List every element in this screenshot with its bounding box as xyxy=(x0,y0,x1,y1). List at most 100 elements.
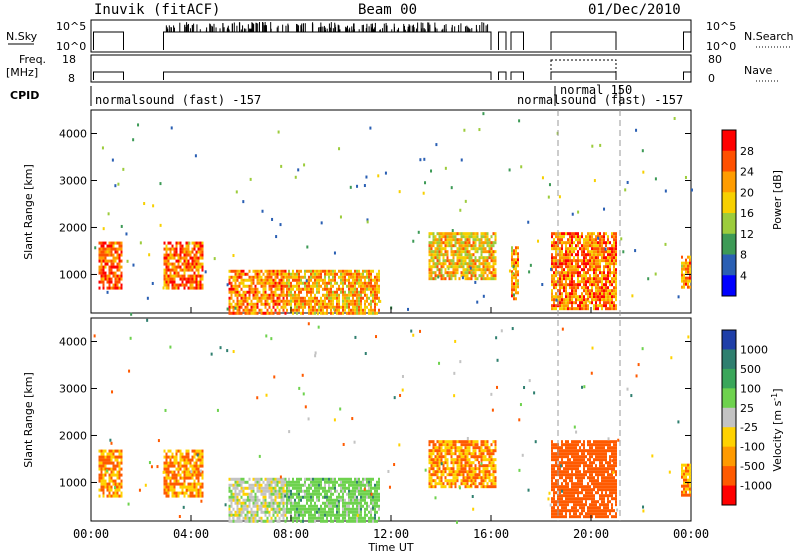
heatmap-cell xyxy=(350,269,352,273)
heatmap-cell xyxy=(474,235,477,239)
heatmap-cell xyxy=(362,311,364,315)
heatmap-cell xyxy=(234,306,237,310)
heatmap-cell xyxy=(565,449,567,453)
heatmap-cell xyxy=(442,443,445,447)
heatmap-cell xyxy=(244,299,247,303)
heatmap-cell xyxy=(428,476,431,480)
heatmap-cell xyxy=(575,461,577,465)
heatmap-cell xyxy=(254,284,257,288)
heatmap-cell xyxy=(569,271,571,275)
heatmap-cell xyxy=(597,304,599,308)
heatmap-cell xyxy=(197,455,200,459)
heatmap-cell xyxy=(553,274,555,278)
heatmap-cell xyxy=(330,519,332,523)
heatmap-cell xyxy=(587,299,590,303)
heatmap-cell xyxy=(456,232,459,236)
heatmap-cell xyxy=(282,287,285,291)
heatmap-cell xyxy=(508,269,511,273)
heatmap-cell xyxy=(553,488,555,492)
heatmap-cell xyxy=(240,281,243,285)
heatmap-cell xyxy=(456,247,459,251)
heatmap-cell xyxy=(266,296,269,300)
heatmap-cell xyxy=(266,489,269,493)
heatmap-cell xyxy=(561,244,563,248)
heatmap-cell xyxy=(260,483,263,487)
heatmap-cell xyxy=(583,238,585,242)
heatmap-cell xyxy=(338,269,340,273)
heatmap-cell xyxy=(240,495,243,499)
heatmap-cell xyxy=(464,241,467,245)
heatmap-cell xyxy=(318,290,320,294)
heatmap-cell xyxy=(587,244,589,248)
heatmap-cell xyxy=(595,244,597,248)
heatmap-cell xyxy=(344,483,346,487)
heatmap-cell xyxy=(193,455,196,459)
heatmap-cell xyxy=(118,262,121,266)
heatmap-cell xyxy=(116,241,119,245)
heatmap-cell xyxy=(116,485,119,489)
heatmap-cell xyxy=(165,458,168,462)
heatmap-cell xyxy=(573,241,575,245)
heatmap-cell xyxy=(272,299,275,303)
heatmap-cell xyxy=(561,443,563,447)
heatmap-cell xyxy=(104,482,107,486)
heatmap-cell xyxy=(199,449,202,453)
heatmap-cell xyxy=(452,262,455,266)
heatmap-cell xyxy=(191,488,194,492)
heatmap-cell xyxy=(165,274,168,278)
heatmap-cell xyxy=(272,510,275,514)
heatmap-cell xyxy=(330,299,332,303)
heatmap-cell xyxy=(334,513,336,517)
heatmap-cell xyxy=(492,250,495,254)
heatmap-cell xyxy=(452,479,455,483)
heatmap-cell xyxy=(583,256,585,260)
heatmap-cell xyxy=(482,262,485,266)
heatmap-cell xyxy=(354,501,356,505)
heatmap-cell xyxy=(557,247,559,251)
heatmap-cell xyxy=(515,261,517,265)
heatmap-cell xyxy=(456,259,459,263)
heatmap-cell xyxy=(242,492,245,496)
heatmap-cell xyxy=(274,293,277,297)
heatmap-cell xyxy=(316,275,318,279)
date-title: 01/Dec/2010 xyxy=(588,2,681,18)
heatmap-cell xyxy=(167,449,170,453)
heatmap-cell xyxy=(183,286,186,290)
heatmap-cell xyxy=(559,470,561,474)
heatmap-cell xyxy=(577,455,579,459)
heatmap-cell xyxy=(573,461,575,465)
heatmap-cell xyxy=(328,299,330,303)
heatmap-cell xyxy=(246,290,249,294)
heatmap-cell xyxy=(314,513,316,517)
heatmap-cell xyxy=(116,250,119,254)
heatmap-cell xyxy=(336,501,338,505)
heatmap-cell xyxy=(230,275,233,279)
heatmap-cell xyxy=(583,259,585,263)
heatmap-cell xyxy=(232,269,235,273)
heatmap-cell xyxy=(597,253,599,257)
heatmap-cell xyxy=(553,286,555,290)
heatmap-cell xyxy=(354,299,356,303)
heatmap-cell xyxy=(438,232,441,236)
heatmap-cell xyxy=(290,483,292,487)
heatmap-cell xyxy=(100,470,103,474)
heatmap-cell xyxy=(488,473,491,477)
heatmap-cell xyxy=(266,477,269,481)
heatmap-cell xyxy=(464,232,467,236)
heatmap-cell xyxy=(683,279,685,283)
heatmap-cell xyxy=(589,265,591,269)
heatmap-cell xyxy=(330,281,332,285)
heatmap-cell xyxy=(480,443,483,447)
heatmap-cell xyxy=(256,302,259,306)
heatmap-cell xyxy=(304,284,306,288)
heatmap-cell xyxy=(438,247,441,251)
heatmap-cell xyxy=(575,491,577,495)
heatmap-cell xyxy=(370,278,372,282)
heatmap-cell xyxy=(587,295,589,299)
heatmap-cell xyxy=(486,440,489,444)
heatmap-cell xyxy=(452,464,455,468)
heatmap-cell xyxy=(262,498,265,502)
heatmap-cell xyxy=(577,443,579,447)
heatmap-cell xyxy=(356,489,358,493)
heatmap-cell xyxy=(318,305,320,309)
